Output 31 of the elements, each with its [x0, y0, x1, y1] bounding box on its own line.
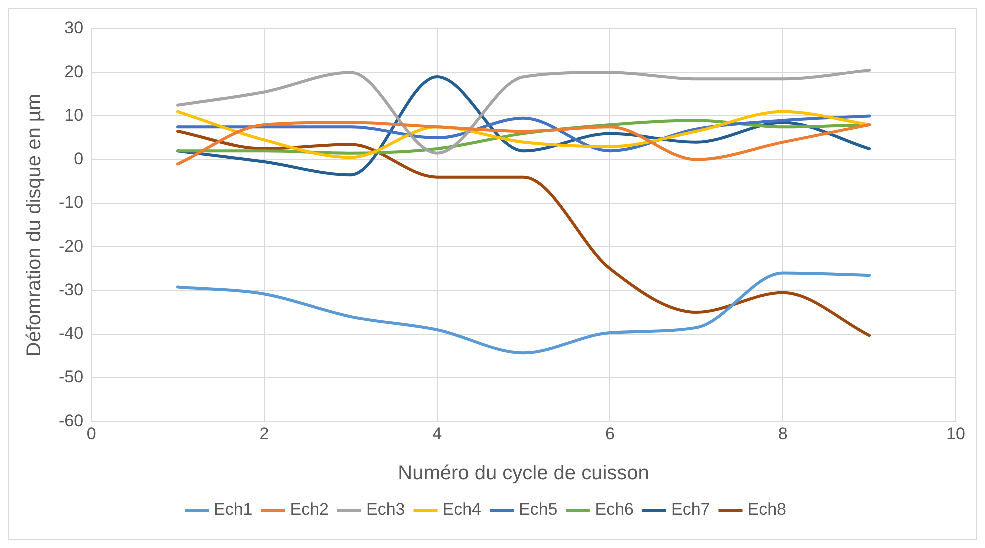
line-series	[176, 110, 872, 160]
y-tick-label: -50	[58, 368, 84, 387]
legend-label: Ech1	[214, 500, 253, 520]
x-tick-label: 2	[260, 424, 270, 444]
x-axis-title: Numéro du cycle de cuisson	[398, 462, 650, 485]
y-tick-label: -20	[58, 236, 84, 256]
legend-label: Ech2	[290, 500, 330, 520]
line-series	[176, 130, 872, 338]
x-tick-label: 8	[778, 424, 788, 444]
line-series	[176, 272, 872, 355]
line-series	[176, 68, 872, 155]
x-tick-label: 4	[432, 424, 442, 444]
legend-label: Ech4	[442, 500, 482, 520]
y-tick-label: 10	[64, 106, 84, 125]
legend-label: Ech3	[366, 500, 406, 520]
y-tick-label: 20	[64, 62, 84, 82]
y-axis-title: Défomration du disque en µm	[24, 94, 46, 357]
x-tick-label: 0	[86, 424, 96, 444]
x-tick-label: 10	[946, 424, 966, 444]
y-tick-label: 0	[74, 150, 84, 169]
x-tick-label: 6	[605, 424, 615, 444]
y-tick-label: -10	[58, 193, 84, 212]
y-tick-label: 30	[64, 18, 84, 38]
y-tick-label: -60	[58, 411, 84, 430]
legend-label: Ech8	[748, 500, 786, 520]
line-series	[176, 121, 872, 166]
y-tick-label: -40	[58, 324, 84, 344]
legend-label: Ech7	[671, 500, 710, 520]
legend-label: Ech6	[595, 500, 634, 520]
legend-label: Ech5	[519, 500, 558, 520]
y-tick-label: -30	[58, 280, 84, 300]
